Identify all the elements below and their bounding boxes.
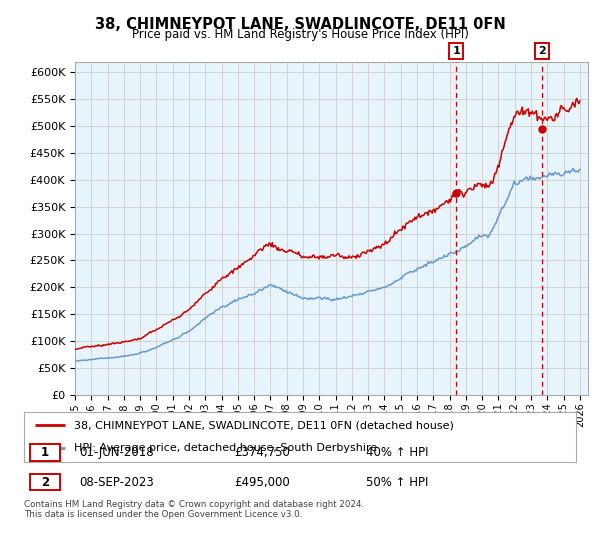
Text: 2: 2 (538, 46, 546, 56)
Text: Contains HM Land Registry data © Crown copyright and database right 2024.
This d: Contains HM Land Registry data © Crown c… (24, 500, 364, 519)
Text: 2: 2 (41, 475, 49, 489)
Text: 1: 1 (452, 46, 460, 56)
Text: £495,000: £495,000 (234, 475, 290, 489)
FancyBboxPatch shape (29, 474, 60, 490)
Text: 50% ↑ HPI: 50% ↑ HPI (366, 475, 428, 489)
Text: 08-SEP-2023: 08-SEP-2023 (79, 475, 154, 489)
Text: £374,750: £374,750 (234, 446, 290, 459)
Text: 40% ↑ HPI: 40% ↑ HPI (366, 446, 429, 459)
Text: 01-JUN-2018: 01-JUN-2018 (79, 446, 154, 459)
Text: 38, CHIMNEYPOT LANE, SWADLINCOTE, DE11 0FN: 38, CHIMNEYPOT LANE, SWADLINCOTE, DE11 0… (95, 17, 505, 32)
Text: Price paid vs. HM Land Registry's House Price Index (HPI): Price paid vs. HM Land Registry's House … (131, 28, 469, 41)
FancyBboxPatch shape (29, 445, 60, 460)
Text: HPI: Average price, detached house, South Derbyshire: HPI: Average price, detached house, Sout… (74, 444, 377, 454)
Text: 1: 1 (41, 446, 49, 459)
Text: 38, CHIMNEYPOT LANE, SWADLINCOTE, DE11 0FN (detached house): 38, CHIMNEYPOT LANE, SWADLINCOTE, DE11 0… (74, 420, 454, 430)
